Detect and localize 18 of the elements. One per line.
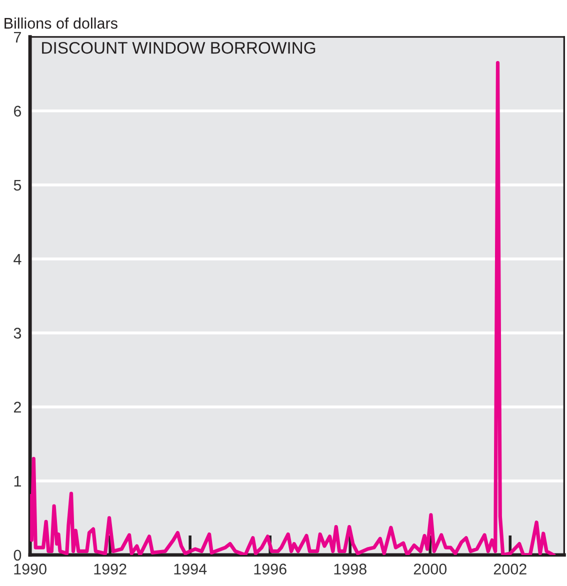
y-tick-label: 5: [14, 180, 22, 191]
chart-title: DISCOUNT WINDOW BORROWING: [42, 42, 316, 54]
y-tick-label: 6: [14, 106, 22, 117]
y-tick-label: 3: [14, 328, 22, 339]
x-tick-label: 1992: [94, 564, 126, 574]
line-series: [30, 61, 556, 555]
y-tick-label: 1: [14, 476, 21, 486]
x-tick-label: 1990: [14, 564, 46, 574]
x-tick-label: 1998: [334, 564, 366, 574]
y-tick-label: 2: [14, 402, 21, 412]
y-tick-label: 7: [14, 32, 21, 42]
x-tick-label: 1994: [174, 564, 207, 574]
y-tick-label: 4: [14, 254, 22, 264]
y-tick-label: 0: [14, 550, 22, 561]
x-tick-label: 2002: [494, 564, 526, 574]
x-tick-label: 1996: [254, 564, 286, 574]
x-tick-label: 2000: [414, 564, 447, 574]
y-axis-title: Billions of dollars: [4, 17, 118, 29]
